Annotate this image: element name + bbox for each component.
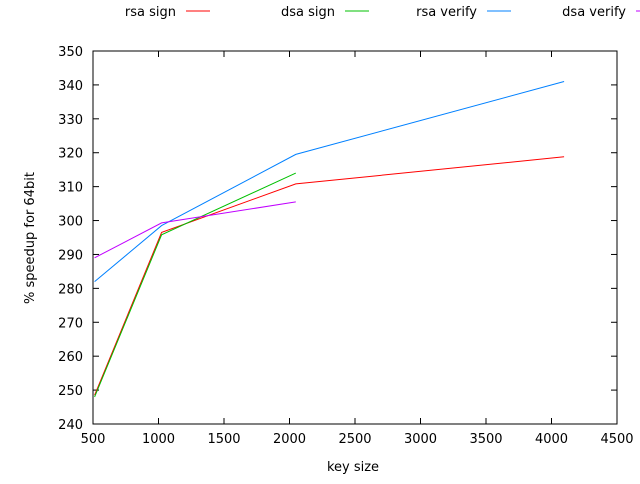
plot-frame [92, 50, 618, 425]
y-tick-label: 330 [58, 113, 83, 128]
y-tick-label: 300 [58, 215, 83, 230]
axes: 500 1000 1500 2000 2500 3000 3500 4000 4500 240 25… [58, 45, 633, 447]
series-line-dsa-verify [94, 201, 296, 259]
y-tick-label: 340 [58, 79, 83, 94]
y-tick-label: 250 [58, 384, 83, 399]
legend-label: rsa sign [125, 5, 176, 20]
y-tick-label: 260 [58, 350, 83, 365]
y-tick-label: 280 [58, 282, 83, 297]
y-tick-label: 240 [58, 418, 83, 433]
x-tick-label: 1500 [207, 432, 240, 447]
legend-label: rsa verify [416, 5, 477, 20]
x-tick-label: 3500 [469, 432, 502, 447]
x-tick-label: 2500 [338, 432, 371, 447]
y-tick-label: 270 [58, 316, 83, 331]
y-tick-label: 290 [58, 248, 83, 263]
y-axis-label: % speedup for 64bit [23, 172, 38, 304]
series-line-dsa-sign [94, 172, 297, 398]
x-tick-label: 500 [81, 432, 106, 447]
y-tick-label: 310 [58, 181, 83, 196]
series-line-rsa-verify [94, 81, 565, 282]
legend-label: dsa verify [562, 5, 626, 20]
x-tick-label: 4000 [535, 432, 568, 447]
x-axis-label: key size [327, 460, 379, 475]
series-layer [94, 81, 565, 398]
y-tick-label: 350 [58, 45, 83, 60]
x-tick-label: 1000 [142, 432, 175, 447]
legend-label: dsa sign [281, 5, 335, 20]
series-line-rsa-sign [94, 156, 565, 396]
y-tick-label: 320 [58, 147, 83, 162]
x-tick-label: 2000 [273, 432, 306, 447]
legend: rsa sign dsa sign rsa verify dsa verify [125, 5, 640, 20]
x-tick-label: 4500 [600, 432, 633, 447]
x-tick-label: 3000 [404, 432, 437, 447]
